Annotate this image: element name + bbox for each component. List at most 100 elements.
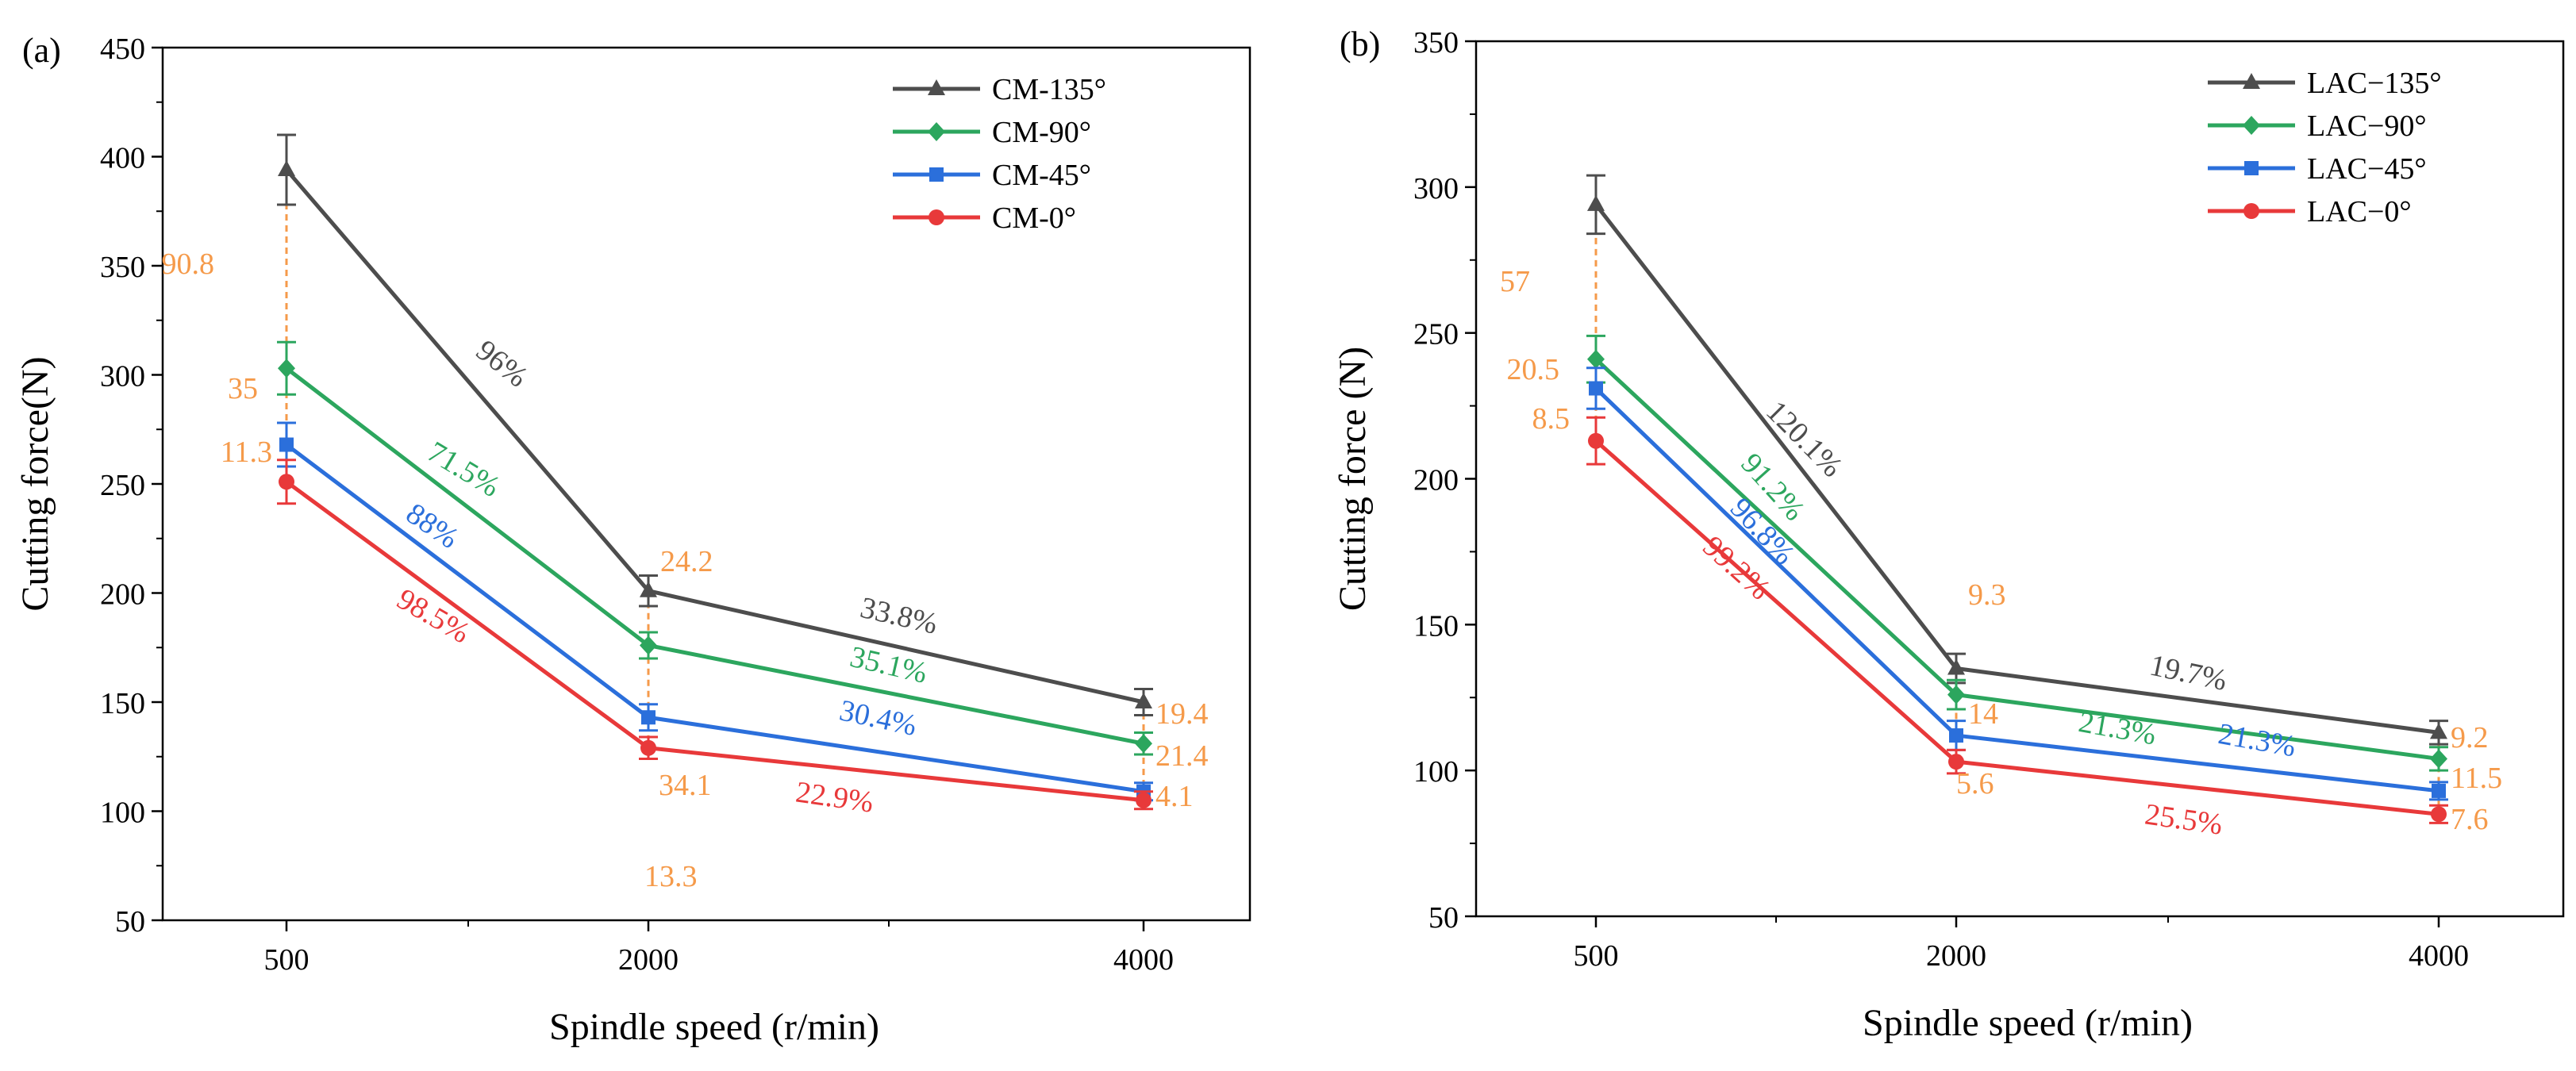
x-tick-label-b: 2000 [1926,939,1986,973]
x-tick-label-b: 500 [1574,939,1619,973]
diff-label-b: 7.6 [2451,803,2489,836]
data-point-b-3 [2431,806,2447,823]
diff-label-b: 11.5 [2451,762,2502,795]
x-tick-label-a: 500 [264,943,310,977]
y-tick-label-a: 50 [115,905,145,939]
y-tick-label-a: 100 [100,797,145,830]
slope-label-b: 19.7% [2147,649,2230,697]
diff-label-a: 4.1 [1155,780,1194,813]
chart-panel-a: (a) 50 100 150 200 250 300 350 400 450 500 2000 4000… [0,0,1270,1071]
diff-label-b: 20.5 [1507,353,1560,386]
data-point-a-2 [641,710,656,725]
diff-label-a: 34.1 [659,769,712,802]
legend-label-a-2: CM-45° [992,159,1091,192]
diff-label-a: 21.4 [1155,739,1209,773]
legend-marker-a-1 [928,122,945,141]
data-point-a-2 [279,437,294,452]
legend-label-b-0: LAC−135° [2307,67,2442,100]
x-tick-label-a: 4000 [1113,943,1174,977]
y-tick-label-a: 250 [100,469,145,502]
legend-marker-a-0 [928,79,945,95]
legend-label-b-1: LAC−90° [2307,109,2427,143]
data-point-b-0 [1587,194,1605,211]
legend-marker-b-0 [2243,73,2260,89]
data-point-b-1 [1587,349,1605,369]
data-point-a-1 [640,635,657,655]
data-point-b-2 [1949,728,1963,743]
data-point-a-0 [1135,693,1152,708]
y-axis-title-a: Cutting force(N) [14,356,56,611]
data-point-b-1 [1947,685,1965,704]
diff-label-a: 35 [228,372,258,405]
y-tick-label-b: 150 [1413,609,1459,643]
series-line-b-0 [1594,203,2440,735]
slope-label-a: 33.8% [857,591,940,641]
data-point-b-3 [1948,754,1964,770]
diff-label-b: 9.3 [1968,578,2006,612]
diff-label-a: 24.2 [660,545,713,578]
slope-label-a: 22.9% [794,775,875,819]
y-tick-label-a: 150 [100,687,145,720]
series-line-b-2 [1594,386,2440,793]
diff-label-a: 90.8 [162,248,215,281]
legend-marker-b-1 [2243,116,2260,135]
data-point-a-3 [640,739,656,756]
slope-label-a: 71.5% [421,435,506,504]
legend-label-a-1: CM-90° [992,116,1091,149]
panel-label-b: (b) [1340,25,1380,63]
y-tick-label-a: 350 [100,251,145,284]
series-line-a-1 [285,367,1144,746]
x-tick-label-a: 2000 [618,943,679,977]
diff-label-b: 57 [1500,265,1530,298]
y-tick-label-a: 300 [100,360,145,393]
data-point-a-0 [640,581,657,597]
legend-marker-b-3 [2243,203,2259,219]
legend-label-a-3: CM-0° [992,202,1076,235]
data-point-b-3 [1588,432,1604,449]
legend-marker-a-2 [929,167,944,182]
y-tick-label-b: 200 [1413,464,1459,497]
slope-label-a: 98.5% [391,582,475,650]
y-axis-title-b: Cutting force (N) [1332,347,1374,611]
slope-label-b: 21.3% [2216,717,2298,763]
series-line-b-3 [1594,439,2440,816]
x-axis-title-b: Spindle speed (r/min) [1863,1002,2193,1044]
x-axis-title-a: Spindle speed (r/min) [549,1006,879,1048]
diff-label-b: 8.5 [1532,402,1571,436]
slope-label-a: 35.1% [847,640,930,690]
y-tick-label-a: 450 [100,33,145,66]
x-tick-label-b: 4000 [2409,939,2469,973]
data-point-b-2 [1589,381,1603,396]
y-tick-label-b: 100 [1413,755,1459,789]
data-point-b-2 [2432,783,2446,798]
chart-b-svg: (b) 50 100 150 200 250 300 350 500 2000 4000 Spindl… [1332,25,2565,1044]
y-tick-label-b: 50 [1428,901,1459,935]
data-point-a-3 [1136,792,1152,808]
slope-label-b: 21.3% [2076,705,2159,751]
diff-label-b: 5.6 [1956,767,1994,800]
legend-label-a-0: CM-135° [992,73,1106,106]
chart-panel-b: (b) 50 100 150 200 250 300 350 500 2000 4000 Spindl… [1317,0,2576,1071]
data-point-a-1 [1135,734,1152,754]
y-tick-label-a: 400 [100,142,145,175]
diff-label-b: 14 [1968,697,1998,731]
data-point-b-0 [1947,658,1965,675]
y-tick-label-b: 300 [1413,172,1459,205]
slope-label-b: 25.5% [2143,797,2224,841]
data-point-b-1 [2430,749,2447,769]
diff-label-a: 19.4 [1155,697,1209,731]
y-tick-label-a: 200 [100,578,145,612]
slope-label-a: 96% [470,334,534,394]
diff-label-a: 11.3 [221,436,272,469]
chart-a-svg: (a) 50 100 150 200 250 300 350 400 450 500 2000 4000… [14,31,1251,1048]
slope-label-a: 88% [400,497,464,555]
data-point-a-3 [279,474,294,490]
y-tick-label-b: 350 [1413,26,1459,60]
legend-marker-b-2 [2244,161,2259,175]
slope-label-a: 30.4% [836,694,920,743]
diff-label-a: 13.3 [644,860,698,893]
data-point-a-0 [278,160,295,176]
y-tick-label-b: 250 [1413,318,1459,351]
legend-marker-a-3 [929,209,944,225]
data-point-a-1 [278,359,295,378]
